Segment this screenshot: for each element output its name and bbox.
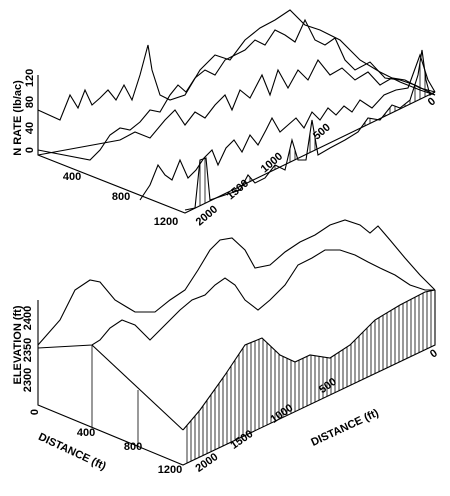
tick-label: 2300 [22,368,34,392]
tick-label: 1200 [158,464,182,476]
tick-label: 1200 [154,216,178,228]
axis-title: DISTANCE (ft) [36,431,108,473]
tick-label: 800 [124,441,142,453]
tick-label: 0 [428,347,440,360]
tick-label: 0 [426,95,438,108]
axis-title: ELEVATION (ft) [12,305,24,384]
surface-line [139,53,436,201]
tick-label: 1000 [259,150,285,175]
tick-label: 2400 [22,306,34,330]
axis-title: DISTANCE (ft) [309,407,381,449]
front-profile [182,289,436,431]
tick-label: 500 [317,376,339,396]
tick-label: 0 [24,147,36,153]
axis [37,290,436,466]
surface-line [37,58,436,156]
tick-label: 120 [24,69,36,87]
tick-label: 1500 [225,177,251,202]
surface-line [37,219,436,346]
surface-line [91,344,184,431]
axis-title: N RATE (lb/ac) [12,80,24,156]
tick-label: 80 [24,96,36,108]
tick-label: 40 [24,122,36,134]
surface-line [37,18,436,161]
tick-label: 800 [112,191,130,203]
surface-line [37,249,435,349]
tick-label: 2350 [22,338,34,362]
tick-label: 0 [29,409,41,415]
tick-label: 2000 [193,451,220,475]
tick-label: 400 [63,171,81,183]
bottom-panel [37,219,436,466]
tick-label: 400 [77,427,95,439]
tick-label: 500 [311,121,333,142]
front-profile [184,49,436,211]
surface-line [37,9,436,121]
